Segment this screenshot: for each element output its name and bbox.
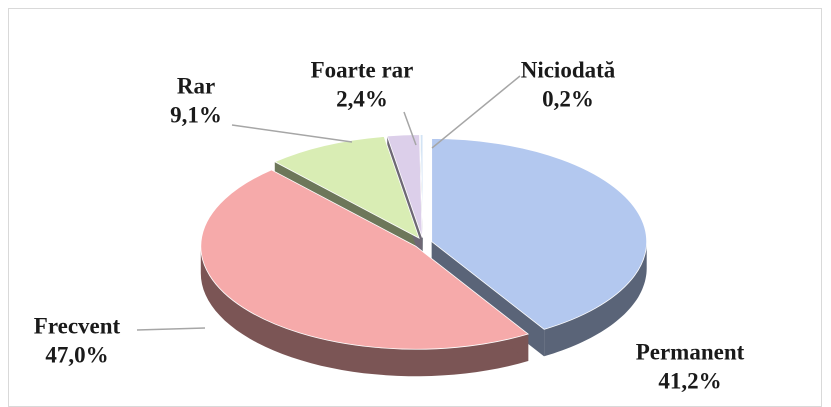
leader-line bbox=[231, 124, 353, 143]
slice bbox=[273, 136, 420, 239]
slice-side bbox=[200, 246, 529, 377]
value-label: 47,0% bbox=[45, 342, 108, 367]
category-label: Niciodată bbox=[521, 57, 616, 82]
leader-line bbox=[431, 75, 521, 149]
slice bbox=[386, 134, 423, 238]
value-label: 41,2% bbox=[658, 368, 721, 393]
value-label: 9,1% bbox=[170, 102, 222, 127]
leader-line bbox=[403, 111, 417, 146]
slice-side bbox=[544, 241, 647, 357]
category-label: Frecvent bbox=[34, 313, 121, 338]
category-label: Permanent bbox=[636, 339, 745, 364]
category-label: Foarte rar bbox=[311, 57, 414, 82]
value-label: 0,2% bbox=[542, 86, 594, 111]
slice bbox=[419, 134, 424, 238]
category-label: Rar bbox=[177, 73, 215, 98]
slice bbox=[431, 138, 648, 330]
value-label: 2,4% bbox=[336, 86, 388, 111]
pie-tops bbox=[200, 134, 648, 350]
leader-line bbox=[136, 327, 206, 331]
slice bbox=[200, 169, 530, 350]
labels: Permanent 41,2% Frecvent 47,0% Rar 9,1% Foarte… bbox=[34, 57, 745, 393]
